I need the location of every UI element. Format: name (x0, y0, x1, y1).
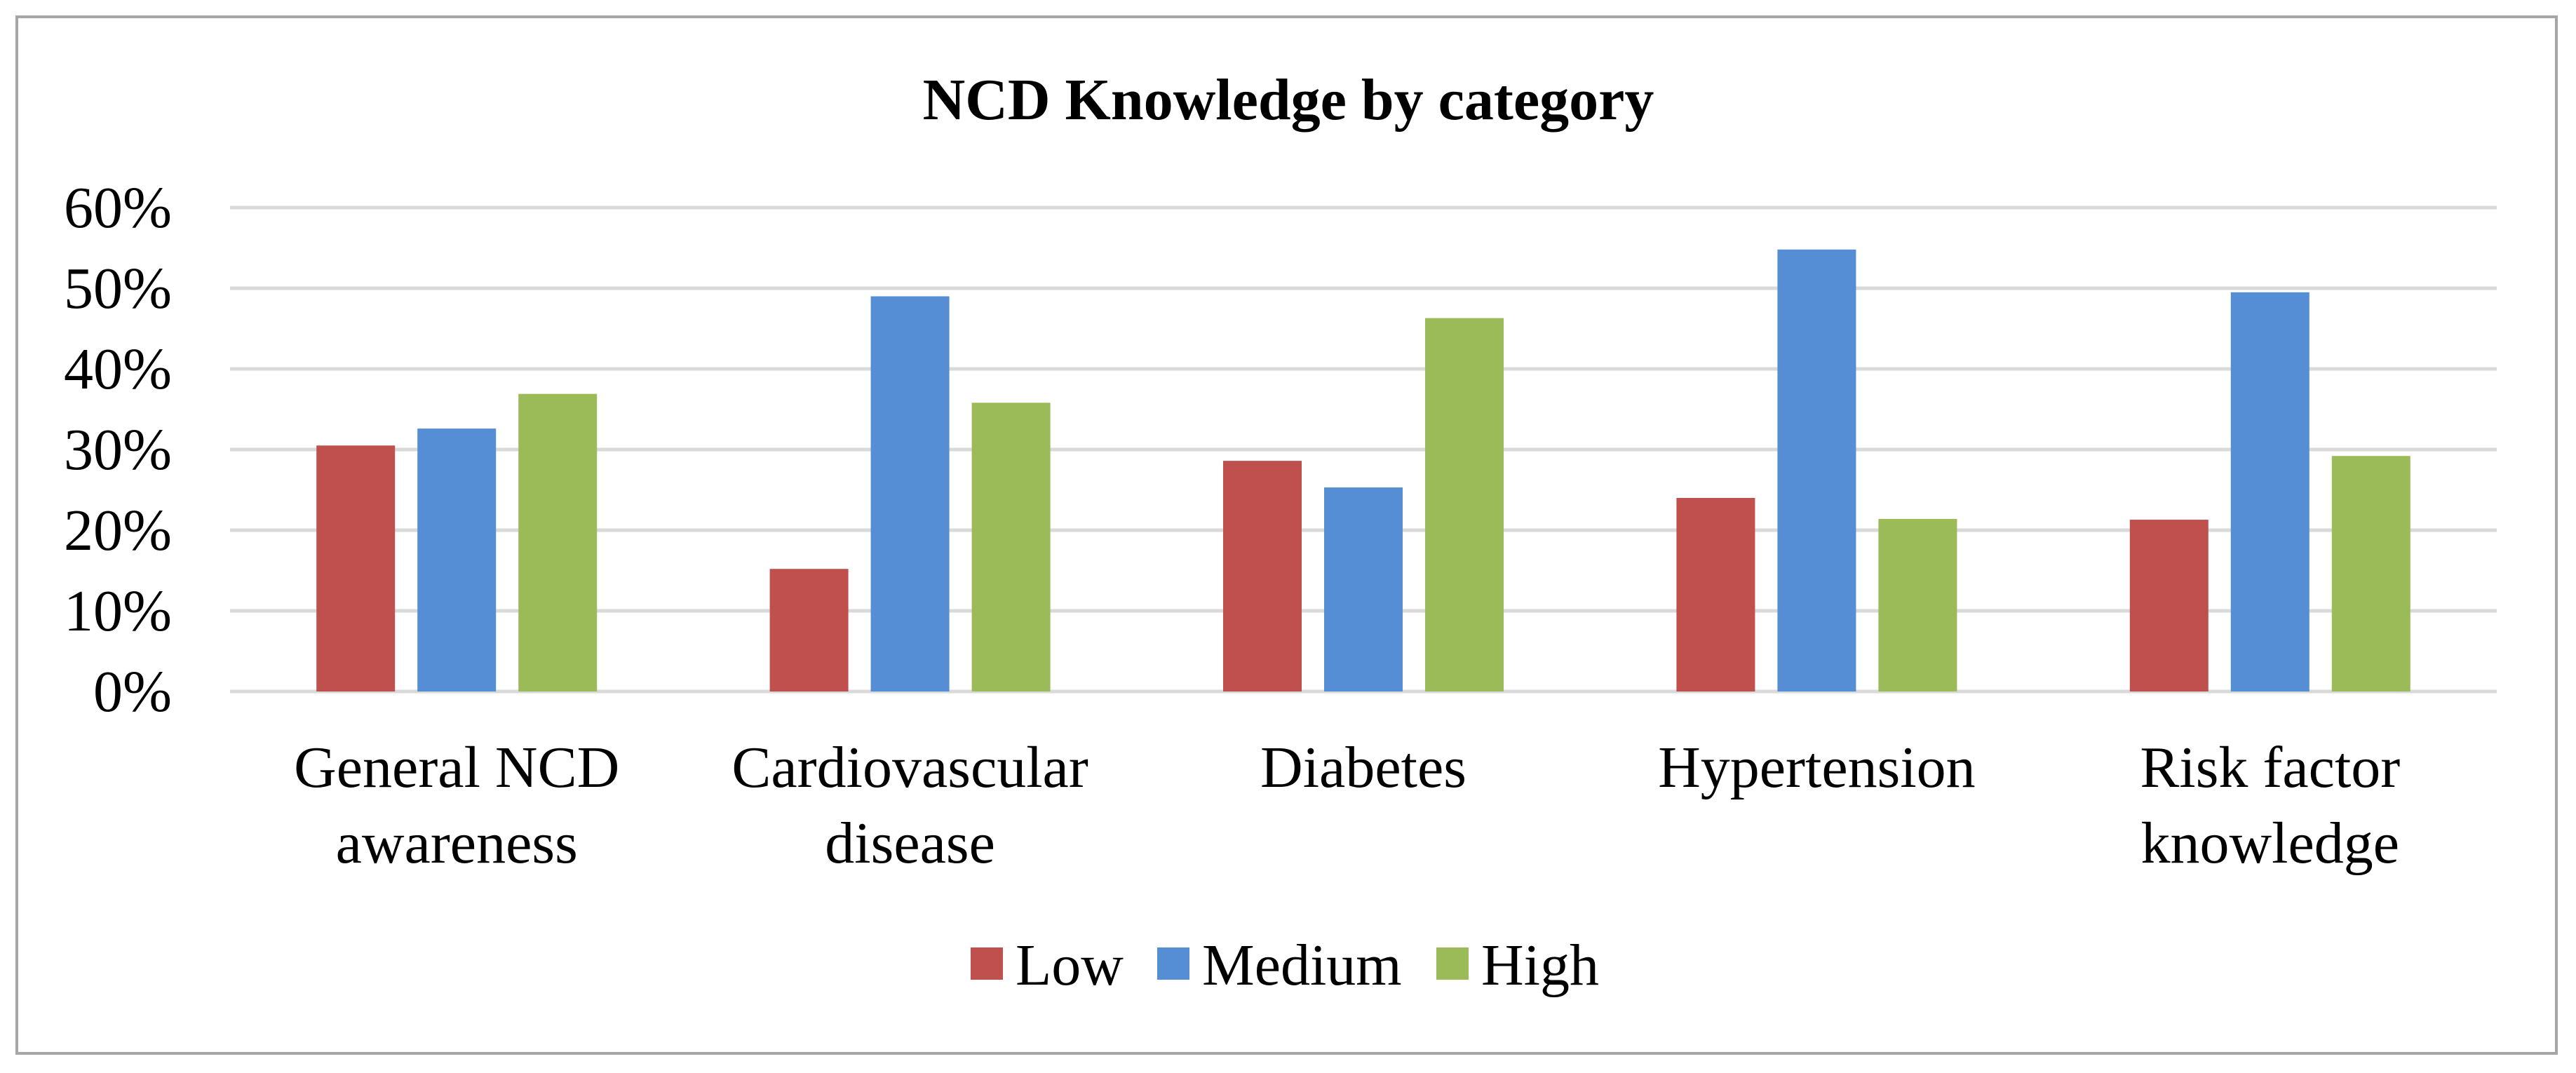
legend: Low Medium High (971, 933, 1599, 998)
x-tick-label: awareness (336, 811, 578, 876)
bar-low (316, 445, 396, 691)
legend-swatch-medium (1157, 947, 1189, 980)
x-tick-label: disease (825, 811, 995, 876)
bar-low (1676, 498, 1755, 691)
x-tick-label: Hypertension (1658, 735, 1976, 800)
x-tick-label: General NCD (294, 735, 619, 800)
legend-swatch-low (971, 947, 1003, 980)
y-tick-label: 40% (64, 337, 172, 402)
y-tick-label: 30% (64, 417, 172, 482)
gridlines (230, 205, 2497, 694)
bar-high (971, 403, 1051, 691)
y-axis-ticks: 0% 10% 20% 30% 40% 50% 60% (64, 175, 172, 724)
legend-label-medium: Medium (1202, 933, 1402, 998)
x-tick-label: Cardiovascular (731, 735, 1088, 800)
bar-high (1878, 518, 1957, 691)
x-tick-label: Risk factor (2140, 735, 2400, 800)
y-tick-label: 20% (64, 498, 172, 563)
bar-low (769, 569, 849, 691)
legend-label-high: High (1481, 933, 1599, 998)
bar-medium (1324, 487, 1403, 691)
bar-medium (1777, 249, 1856, 691)
legend-label-low: Low (1016, 933, 1124, 998)
x-axis-labels: General NCD awareness Cardiovascular diseas… (294, 735, 2400, 876)
legend-swatch-high (1436, 947, 1469, 980)
x-tick-label: Diabetes (1260, 735, 1466, 800)
bar-high (2331, 456, 2410, 691)
y-tick-label: 0% (93, 659, 172, 724)
bar-medium (2230, 292, 2309, 691)
bars (316, 249, 2410, 691)
bar-low (2129, 520, 2209, 691)
bar-low (1223, 461, 1302, 691)
chart-title: NCD Knowledge by category (923, 67, 1654, 133)
bar-medium (870, 296, 950, 691)
y-tick-label: 50% (64, 256, 172, 321)
bar-high (1425, 318, 1504, 691)
x-tick-label: knowledge (2141, 811, 2400, 876)
y-tick-label: 60% (64, 175, 172, 241)
bar-medium (417, 428, 497, 691)
y-tick-label: 10% (64, 579, 172, 644)
bar-high (518, 393, 598, 691)
